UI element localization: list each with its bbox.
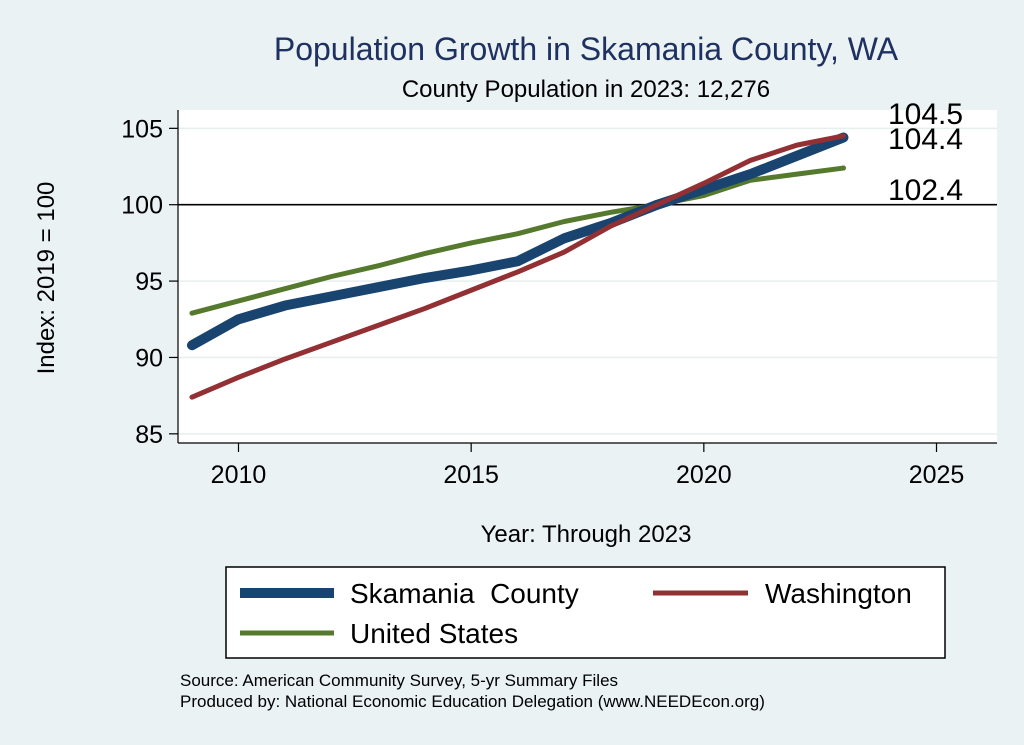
x-axis-label: Year: Through 2023 <box>481 521 692 548</box>
legend-box <box>225 566 946 659</box>
y-tick-label: 100 <box>121 192 163 220</box>
legend-label-skamania: Skamania County <box>350 578 579 609</box>
chart-title: Population Growth in Skamania County, WA <box>274 31 899 67</box>
x-tick-label: 2015 <box>443 461 499 489</box>
axes: 85 90 95 100 105 2010 2015 2020 2025 <box>121 110 997 489</box>
series-end-point <box>840 165 846 171</box>
end-label-washington: 104.5 <box>888 98 963 131</box>
legend: Skamania County Washington United States <box>225 566 946 659</box>
x-tick-label: 2025 <box>909 461 965 489</box>
series-line-united-states <box>189 165 846 316</box>
x-tick-label: 2010 <box>211 461 267 489</box>
y-tick-label: 105 <box>121 115 163 143</box>
series-lines <box>186 132 849 400</box>
legend-label-washington: Washington <box>765 578 912 609</box>
legend-label-united-states: United States <box>350 618 518 649</box>
y-axis-label: Index: 2019 = 100 <box>33 182 60 375</box>
y-tick-label: 90 <box>135 344 163 372</box>
source-note: Source: American Community Survey, 5-yr … <box>180 671 618 690</box>
chart-subtitle: County Population in 2023: 12,276 <box>402 76 770 103</box>
end-label-united-states: 102.4 <box>888 174 963 207</box>
series-end-point <box>840 133 846 139</box>
series-line-washington <box>189 133 846 400</box>
series-line-skamania-county <box>186 132 849 351</box>
x-tick-label: 2020 <box>676 461 732 489</box>
plot-area <box>178 110 997 443</box>
y-tick-label: 85 <box>135 421 163 449</box>
producer-note: Produced by: National Economic Education… <box>180 692 765 711</box>
y-tick-label: 95 <box>135 268 163 296</box>
end-label-skamania-county: 104.4 <box>888 123 963 156</box>
